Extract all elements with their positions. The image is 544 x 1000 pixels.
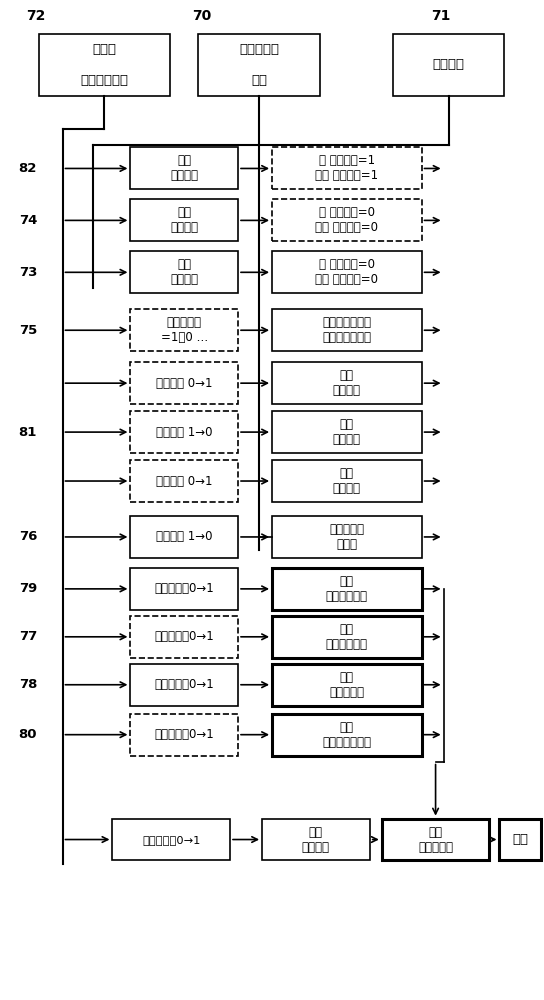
Text: 74: 74 bbox=[18, 214, 37, 227]
FancyBboxPatch shape bbox=[393, 34, 504, 96]
Text: 81: 81 bbox=[18, 426, 37, 439]
Text: 77: 77 bbox=[18, 630, 37, 643]
Text: 80: 80 bbox=[18, 728, 37, 741]
FancyBboxPatch shape bbox=[131, 460, 238, 502]
Text: 操作
故障复位: 操作 故障复位 bbox=[170, 258, 198, 286]
Text: 步序一顺控0→1: 步序一顺控0→1 bbox=[154, 582, 214, 595]
Text: 显示
顺控结束: 显示 顺控结束 bbox=[302, 826, 330, 854]
FancyBboxPatch shape bbox=[131, 411, 238, 453]
Text: 操作事件: 操作事件 bbox=[432, 58, 465, 71]
FancyBboxPatch shape bbox=[272, 516, 422, 558]
Text: 显示
顺控故障: 显示 顺控故障 bbox=[333, 467, 361, 495]
Text: 数据变位事件: 数据变位事件 bbox=[81, 74, 128, 87]
FancyBboxPatch shape bbox=[272, 460, 422, 502]
Text: 故障消息 0→1: 故障消息 0→1 bbox=[156, 475, 213, 488]
FancyBboxPatch shape bbox=[113, 819, 230, 860]
Text: 操作
启动顺控: 操作 启动顺控 bbox=[170, 154, 198, 182]
FancyBboxPatch shape bbox=[272, 251, 422, 293]
FancyBboxPatch shape bbox=[272, 411, 422, 453]
FancyBboxPatch shape bbox=[262, 819, 370, 860]
FancyBboxPatch shape bbox=[131, 251, 238, 293]
Text: 72: 72 bbox=[26, 9, 45, 23]
Text: 置界面初始
化事件: 置界面初始 化事件 bbox=[329, 523, 364, 551]
FancyBboxPatch shape bbox=[131, 664, 238, 706]
FancyBboxPatch shape bbox=[131, 147, 238, 189]
Text: 显示是、否允许
顺控，状态标识: 显示是、否允许 顺控，状态标识 bbox=[322, 316, 372, 344]
FancyBboxPatch shape bbox=[131, 516, 238, 558]
Text: 结束: 结束 bbox=[512, 833, 528, 846]
Text: 顺控操作 1→0: 顺控操作 1→0 bbox=[156, 426, 213, 439]
Text: 82: 82 bbox=[18, 162, 37, 175]
Text: 界面初始化: 界面初始化 bbox=[239, 43, 279, 56]
Text: 75: 75 bbox=[18, 324, 37, 337]
Text: 70: 70 bbox=[192, 9, 212, 23]
FancyBboxPatch shape bbox=[131, 309, 238, 351]
FancyBboxPatch shape bbox=[131, 199, 238, 241]
FancyBboxPatch shape bbox=[131, 568, 238, 610]
FancyBboxPatch shape bbox=[272, 362, 422, 404]
Text: 步序一校验
=1、0 …: 步序一校验 =1、0 … bbox=[160, 316, 208, 344]
FancyBboxPatch shape bbox=[272, 199, 422, 241]
FancyBboxPatch shape bbox=[272, 616, 422, 658]
FancyBboxPatch shape bbox=[272, 714, 422, 756]
Text: 标记
步序一完成: 标记 步序一完成 bbox=[329, 671, 364, 699]
Text: 76: 76 bbox=[18, 530, 37, 543]
FancyBboxPatch shape bbox=[382, 819, 490, 860]
Text: 标记
步序二校验通过: 标记 步序二校验通过 bbox=[322, 721, 372, 749]
FancyBboxPatch shape bbox=[272, 664, 422, 706]
Text: 置 顺控操作=0
映射 顺分操作=0: 置 顺控操作=0 映射 顺分操作=0 bbox=[316, 206, 378, 234]
Text: 置 顺控操作=1
映射 顺分操作=1: 置 顺控操作=1 映射 顺分操作=1 bbox=[315, 154, 379, 182]
Text: 步序二结果0→1: 步序二结果0→1 bbox=[142, 835, 200, 845]
Text: 故障消息 1→0: 故障消息 1→0 bbox=[156, 530, 213, 543]
Text: 显示
顺控中断: 显示 顺控中断 bbox=[333, 418, 361, 446]
Text: 步序二顺控0→1: 步序二顺控0→1 bbox=[154, 630, 214, 643]
Text: 79: 79 bbox=[18, 582, 37, 595]
Text: 顺控操作 0→1: 顺控操作 0→1 bbox=[156, 377, 213, 390]
Text: 标记
步序二在操作: 标记 步序二在操作 bbox=[326, 623, 368, 651]
FancyBboxPatch shape bbox=[272, 568, 422, 610]
FancyBboxPatch shape bbox=[272, 309, 422, 351]
FancyBboxPatch shape bbox=[272, 147, 422, 189]
Text: 71: 71 bbox=[431, 9, 451, 23]
FancyBboxPatch shape bbox=[39, 34, 170, 96]
Text: 映射区: 映射区 bbox=[92, 43, 116, 56]
Text: 78: 78 bbox=[18, 678, 37, 691]
Text: 步序二校验0→1: 步序二校验0→1 bbox=[154, 728, 214, 741]
Text: 显示
顺控启动: 显示 顺控启动 bbox=[333, 369, 361, 397]
Text: 标记
步序一在操作: 标记 步序一在操作 bbox=[326, 575, 368, 603]
Text: 置 故障消息=0
映射 顺控故障=0: 置 故障消息=0 映射 顺控故障=0 bbox=[316, 258, 378, 286]
Text: 服务: 服务 bbox=[251, 74, 267, 87]
FancyBboxPatch shape bbox=[198, 34, 320, 96]
Text: 73: 73 bbox=[18, 266, 37, 279]
Text: 操作
中断顺控: 操作 中断顺控 bbox=[170, 206, 198, 234]
FancyBboxPatch shape bbox=[131, 616, 238, 658]
FancyBboxPatch shape bbox=[131, 714, 238, 756]
Text: 标记
步序二完成: 标记 步序二完成 bbox=[418, 826, 453, 854]
FancyBboxPatch shape bbox=[499, 819, 541, 860]
Text: 步序一结果0→1: 步序一结果0→1 bbox=[154, 678, 214, 691]
FancyBboxPatch shape bbox=[131, 362, 238, 404]
